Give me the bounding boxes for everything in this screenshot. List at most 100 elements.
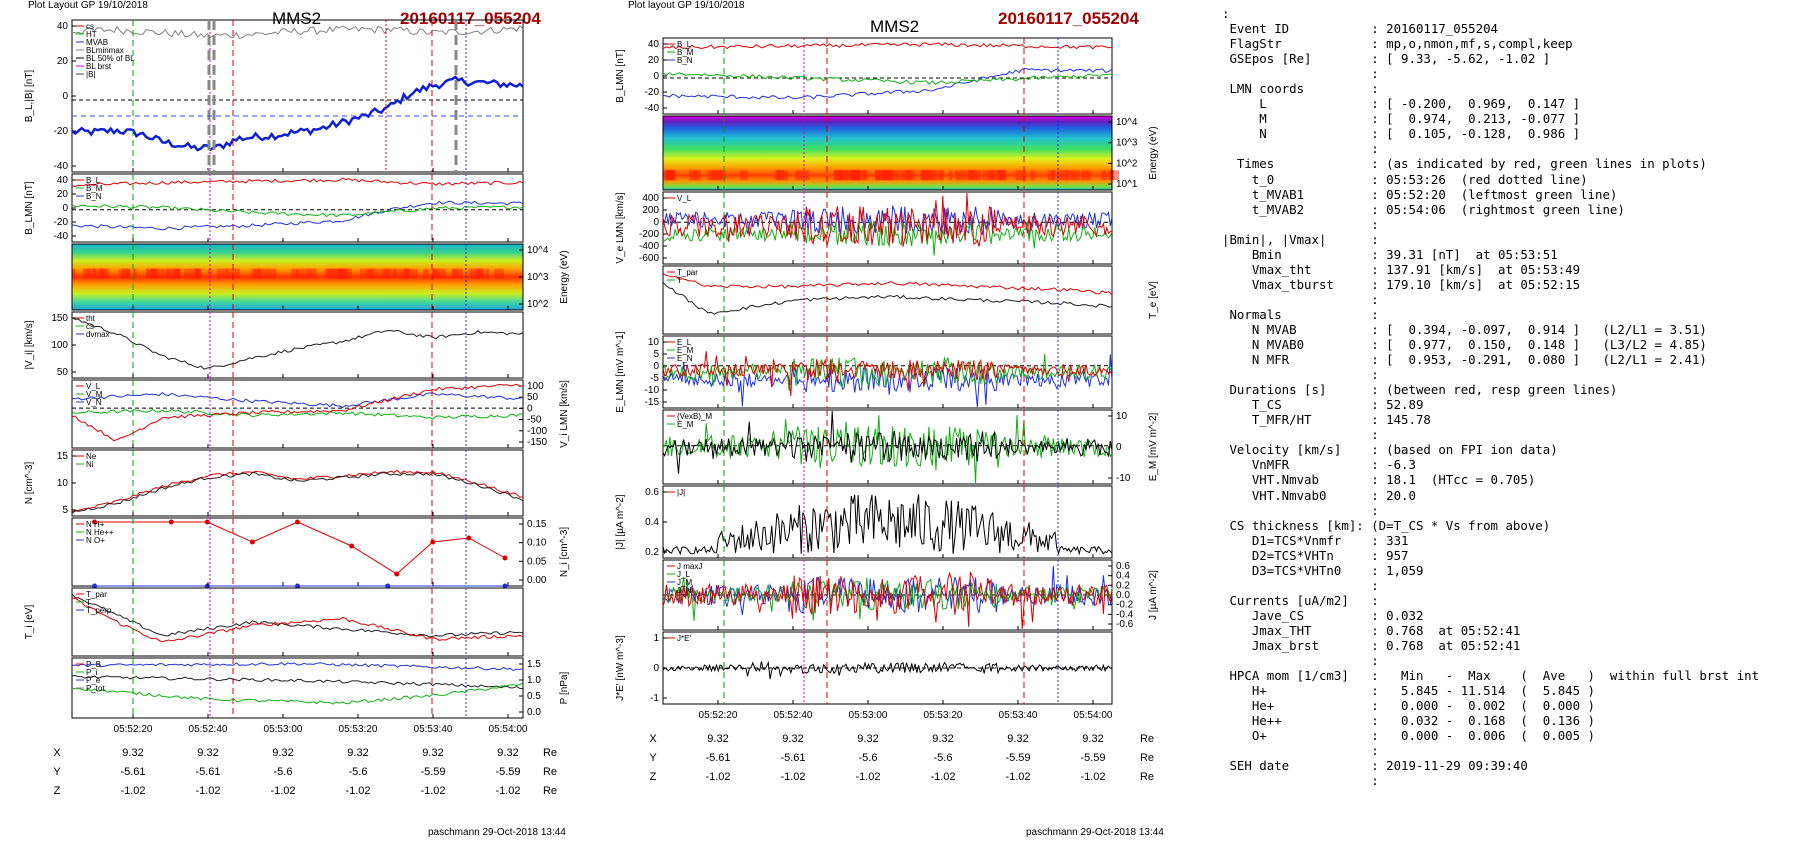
spectrogram-blob <box>404 268 418 279</box>
y-axis-label: J [µA m^-2] <box>1148 570 1159 620</box>
legend-entry: BL 50% of BL <box>86 54 135 63</box>
spectrogram-blob <box>1002 170 1007 181</box>
x-tick-label: 05:53:40 <box>999 710 1038 721</box>
ephemeris-value: -1.02 <box>855 771 881 783</box>
series-line <box>662 410 1113 474</box>
data-point <box>204 583 210 589</box>
series-line <box>71 661 524 672</box>
y-tick-label: -50 <box>527 415 542 426</box>
y-tick-label: 10 <box>57 478 69 489</box>
summary-line: VHT.Nmvab0 : 20.0 <box>1222 487 1416 503</box>
y-axis-label: |V_i| [km/s] <box>24 320 35 369</box>
y-tick-label: -150 <box>527 437 547 448</box>
y-tick-label: 10 <box>1116 411 1128 422</box>
series-line <box>71 25 524 39</box>
summary-line: Jmax_THT : 0.768 at 05:52:41 <box>1222 622 1521 638</box>
spectrogram-blob <box>119 268 128 279</box>
ephemeris-value: -5.61 <box>120 766 146 778</box>
data-point <box>295 583 300 589</box>
summary-line: VHT.Nmvab : 18.1 (HTcc = 0.705) <box>1222 472 1536 488</box>
summary-line: T_CS : 52.89 <box>1222 397 1424 413</box>
y-axis-label: B_LMN [nT] <box>615 49 626 103</box>
spectrogram-blob <box>778 170 789 181</box>
middle-figure-event-label: 20160117_055204 <box>998 9 1139 28</box>
summary-line: : <box>1222 367 1379 383</box>
x-tick-label: 05:52:20 <box>114 724 153 735</box>
y-axis-label: B_L,|B| [nT] <box>24 70 35 123</box>
spectrogram-blob <box>1065 170 1073 181</box>
summary-line: LMN coords : <box>1222 81 1379 97</box>
y-tick-label: -200 <box>639 229 659 240</box>
ephemeris-value: 9.32 <box>707 733 729 745</box>
summary-line: He+ : 0.000 - 0.002 ( 0.000 ) <box>1222 698 1595 714</box>
spectrogram-blob <box>308 268 317 279</box>
legend-entry: J maxJ <box>677 562 702 571</box>
series-line <box>71 317 524 370</box>
y-tick-label: -20 <box>54 217 69 228</box>
spectrogram-blob <box>162 268 171 279</box>
panel-frame <box>71 587 524 657</box>
summary-line: N MVAB : [ 0.394, -0.097, 0.914 ] (L2/L1… <box>1222 321 1707 337</box>
y-tick-label: 0 <box>1116 442 1122 453</box>
ephemeris-unit: Re <box>1139 752 1155 764</box>
summary-line: : <box>1222 6 1230 21</box>
middle-panel-1: 40 20 0 -20 -40 B_LMN [nT] B_LB_MB_N <box>615 37 1113 115</box>
ephemeris-unit: Re <box>542 747 558 759</box>
legend-entry: BLminmax <box>86 46 124 55</box>
x-tick-label: 05:52:40 <box>774 710 813 721</box>
legend-entry: (VexB)_M <box>677 412 712 421</box>
spectrogram-blob <box>1072 170 1080 181</box>
series-line <box>71 471 524 514</box>
legend-entry: Ne <box>86 452 97 461</box>
y-tick-label: -10 <box>1116 473 1131 484</box>
spectrogram-blob <box>863 170 869 181</box>
y-tick-label: 15 <box>57 451 69 462</box>
series-line <box>71 75 524 152</box>
ephemeris-axis-label: Y <box>649 752 657 764</box>
spectrogram-blob <box>72 268 76 279</box>
series-line <box>71 408 524 420</box>
ephemeris-unit: Re <box>1139 771 1155 783</box>
y-tick-label: -0.6 <box>1116 619 1134 630</box>
y-tick-label: 20 <box>57 56 69 67</box>
spectrogram-blob <box>1047 170 1056 181</box>
legend-entry: N He++ <box>86 528 114 537</box>
ephemeris-value: -5.61 <box>780 752 806 764</box>
summary-line: : <box>1222 653 1379 669</box>
legend-entry: B_M <box>86 184 103 193</box>
spectrogram-blob <box>291 268 299 279</box>
y-tick-label: 100 <box>51 340 68 351</box>
spectrogram-blob <box>146 268 157 279</box>
spectrogram-blob <box>920 170 934 181</box>
y-tick-label: -20 <box>645 87 660 98</box>
summary-line: SEH date : 2019-11-29 09:39:40 <box>1222 758 1528 774</box>
series-line <box>662 571 1113 630</box>
legend-entry: MVAB <box>86 38 108 47</box>
x-tick-label: 05:54:00 <box>489 724 528 735</box>
middle-panel-9: 1 0 -1 J*E' [nW m^-3] J*E' <box>615 631 1113 705</box>
ephemeris-unit: Re <box>1139 733 1155 745</box>
middle-panel-2: 10^4 10^3 10^2 10^1 Energy (eV) <box>662 115 1159 191</box>
y-tick-label: 0.10 <box>527 538 547 549</box>
legend-entry: N O+ <box>86 536 105 545</box>
series-line <box>71 674 524 690</box>
panel-frame <box>71 449 524 517</box>
x-tick-label: 05:52:40 <box>189 724 228 735</box>
spectrogram-blob <box>940 170 944 181</box>
legend-entry: T <box>677 276 682 285</box>
y-tick-label: 0.0 <box>1116 590 1130 601</box>
spectrogram-blob <box>896 170 904 181</box>
y-axis-label: |J| [µA m^-2] <box>615 494 626 549</box>
legend-entry: J_L <box>677 570 690 579</box>
y-axis-label: V_e LMN [km/s] <box>615 192 626 263</box>
spectrogram-blob <box>889 170 897 181</box>
y-tick-label: 0 <box>62 91 68 102</box>
spectrogram-blob <box>485 268 490 279</box>
spectrogram-blob <box>254 268 269 279</box>
spectrogram-blob <box>971 170 981 181</box>
y-tick-label: 150 <box>51 313 68 324</box>
y-tick-label: 0.6 <box>1116 561 1130 572</box>
data-point <box>204 519 210 525</box>
